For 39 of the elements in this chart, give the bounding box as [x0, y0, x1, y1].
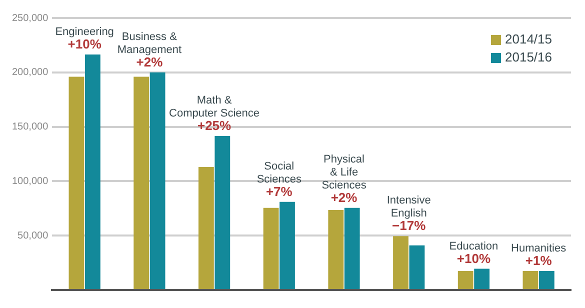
annotation: +2%: [136, 54, 164, 70]
bar: [198, 167, 214, 289]
annotation: +10%: [68, 36, 102, 52]
annotation: +1%: [525, 253, 552, 268]
annotation: +2%: [330, 190, 358, 205]
bar: [328, 210, 344, 289]
x-tick-label: Physical & Life Sciences: [322, 153, 367, 192]
bar: [474, 268, 490, 289]
x-tick-label: Intensive English: [386, 194, 431, 220]
legend-label: 2015/16: [505, 50, 552, 65]
bar: [393, 236, 408, 289]
x-tick-label: Math & Computer Science: [169, 94, 260, 120]
annotation: +10%: [456, 250, 491, 266]
annotation: −17%: [392, 218, 426, 234]
bar: [214, 136, 230, 289]
x-tick-label: Business & Management: [117, 30, 182, 56]
x-tick-label: Humanities: [511, 242, 567, 254]
bar: [458, 270, 474, 289]
y-tick-label: 200,000: [12, 67, 49, 78]
y-tick-label: 150,000: [12, 122, 49, 133]
bar: [409, 245, 425, 289]
bar: [522, 270, 538, 289]
legend-label: 2014/15: [505, 32, 552, 47]
bar: [134, 76, 150, 289]
bar: [344, 208, 360, 289]
annotation: +7%: [266, 184, 293, 199]
y-tick-label: 100,000: [12, 176, 49, 187]
x-tick-label: Education: [449, 240, 498, 252]
y-tick-label: 50,000: [18, 230, 49, 242]
bar: [68, 76, 84, 289]
annotation: +25%: [197, 118, 232, 134]
y-tick-label: 250,000: [12, 12, 49, 24]
bar: [280, 202, 295, 289]
x-tick-label: Engineering: [55, 26, 114, 38]
bar: [150, 72, 166, 289]
bar: [538, 270, 554, 289]
bar: [84, 54, 100, 289]
x-tick-label: Social Sciences: [256, 160, 302, 186]
bar: [263, 208, 279, 289]
